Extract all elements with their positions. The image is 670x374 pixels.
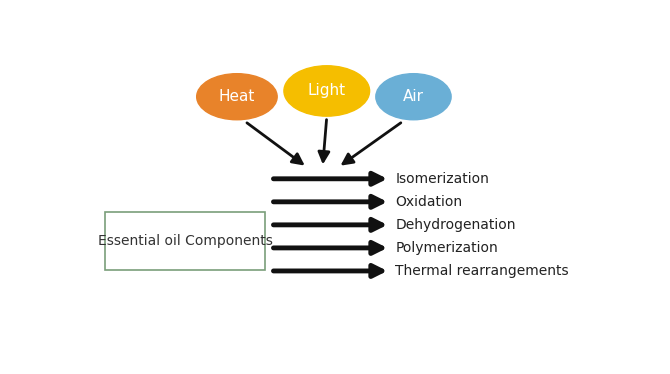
Text: Isomerization: Isomerization: [395, 172, 489, 186]
Text: Dehydrogenation: Dehydrogenation: [395, 218, 516, 232]
Text: Air: Air: [403, 89, 424, 104]
Text: Heat: Heat: [218, 89, 255, 104]
Ellipse shape: [197, 74, 277, 120]
Text: Oxidation: Oxidation: [395, 195, 462, 209]
FancyBboxPatch shape: [105, 212, 265, 270]
Text: Polymerization: Polymerization: [395, 241, 498, 255]
Text: Essential oil Components: Essential oil Components: [98, 234, 273, 248]
Text: Light: Light: [308, 83, 346, 98]
Text: Thermal rearrangements: Thermal rearrangements: [395, 264, 569, 278]
Ellipse shape: [284, 66, 370, 116]
Ellipse shape: [376, 74, 451, 120]
